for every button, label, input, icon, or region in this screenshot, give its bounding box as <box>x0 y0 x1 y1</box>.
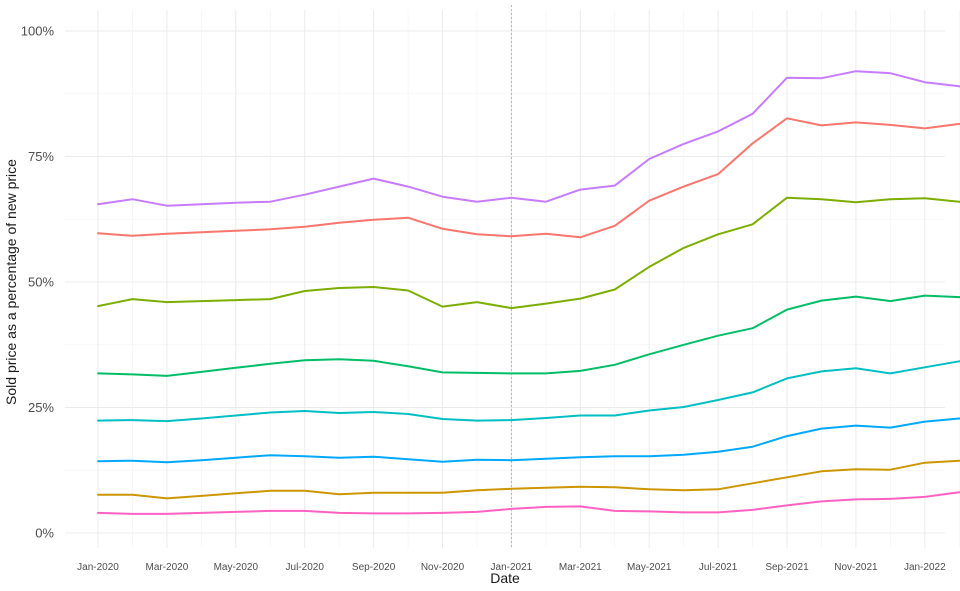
x-tick-label: Jan-2020 <box>77 562 119 573</box>
x-axis-title: Date <box>490 570 520 586</box>
y-tick-label: 25% <box>28 400 54 415</box>
series-line-1-to-2-years <box>97 117 960 239</box>
x-tick-label: Nov-2020 <box>421 562 465 573</box>
series-line-4-to-6-years <box>97 294 960 377</box>
y-axis-ticks: 0% 25% 50% 75% 100% <box>21 24 55 541</box>
y-tick-label: 100% <box>21 24 55 39</box>
x-tick-label: Sep-2021 <box>765 562 809 573</box>
x-tick-label: Mar-2020 <box>145 562 188 573</box>
series-line-2-to-4-years <box>97 196 960 310</box>
y-tick-label: 75% <box>28 149 54 164</box>
y-axis-title: Sold price as a percentage of new price <box>3 159 19 405</box>
x-tick-label: May-2021 <box>627 562 672 573</box>
x-tick-label: Jul-2021 <box>699 562 738 573</box>
x-tick-label: Mar-2021 <box>559 562 602 573</box>
y-tick-label: 50% <box>28 275 54 290</box>
x-tick-label: Jul-2020 <box>286 562 325 573</box>
series-line-8-to-11-years <box>97 417 960 464</box>
x-tick-label: May-2020 <box>214 562 259 573</box>
x-tick-label: Jan-2021 <box>491 562 533 573</box>
x-tick-label: Sep-2020 <box>352 562 396 573</box>
x-axis-ticks: Jan-2020 Mar-2020 May-2020 Jul-2020 Sep-2020… <box>77 562 946 573</box>
y-tick-label: 0% <box>35 526 54 541</box>
x-tick-label: Jan-2022 <box>904 562 946 573</box>
series-line-11-to-14-years <box>97 459 960 500</box>
series-line-less-than-1-year <box>97 70 960 207</box>
series-line-6-to-8-years <box>97 360 960 423</box>
series-lines <box>97 70 960 515</box>
x-tick-label: Nov-2021 <box>834 562 878 573</box>
series-line-over-14-years-old <box>97 491 960 515</box>
